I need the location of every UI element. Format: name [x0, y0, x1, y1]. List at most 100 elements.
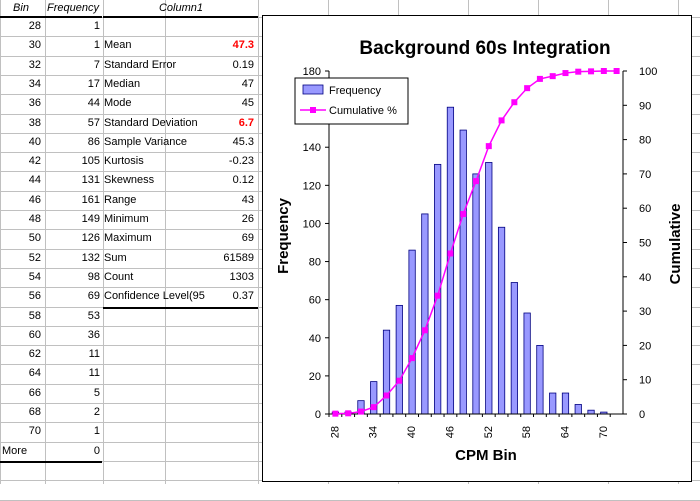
stat-label[interactable]: Kurtosis: [104, 155, 144, 168]
cumulative-marker: [370, 404, 377, 411]
y2-tick-label: 80: [639, 135, 651, 147]
stat-value[interactable]: 45: [241, 97, 254, 110]
frequency-cell[interactable]: 11: [88, 367, 100, 380]
bin-cell[interactable]: 54: [28, 270, 41, 283]
stat-value[interactable]: 45.3: [232, 135, 254, 148]
x-axis-label: CPM Bin: [455, 447, 517, 464]
stat-value[interactable]: 47: [241, 77, 254, 90]
frequency-cell[interactable]: 7: [93, 58, 100, 71]
frequency-cell[interactable]: 131: [81, 174, 100, 187]
frequency-cell[interactable]: 86: [87, 135, 100, 148]
bin-cell[interactable]: 60: [28, 328, 41, 341]
stat-label[interactable]: Maximum: [104, 232, 152, 245]
stat-value[interactable]: 69: [241, 232, 254, 245]
stat-label[interactable]: Count: [104, 270, 134, 283]
y-tick-label: 20: [309, 371, 321, 383]
cumulative-marker: [613, 68, 620, 74]
cumulative-marker: [498, 117, 505, 124]
frequency-cell[interactable]: 2: [93, 406, 100, 418]
bin-cell[interactable]: More: [2, 444, 28, 457]
bin-cell[interactable]: 42: [28, 155, 41, 168]
frequency-cell[interactable]: 1: [93, 425, 100, 438]
stat-value[interactable]: 47.3: [232, 39, 254, 52]
x-tick-label: 46: [444, 426, 456, 438]
stat-label[interactable]: Median: [104, 77, 141, 90]
header-column1[interactable]: Column1: [158, 2, 204, 14]
stat-value[interactable]: 0.37: [232, 290, 254, 303]
frequency-cell[interactable]: 69: [87, 290, 100, 303]
frequency-cell[interactable]: 53: [87, 309, 100, 322]
stat-value[interactable]: 0.12: [232, 174, 254, 187]
frequency-cell[interactable]: 5: [93, 386, 100, 399]
stat-label[interactable]: Sum: [104, 251, 127, 264]
bin-cell[interactable]: 32: [28, 58, 41, 71]
bin-cell[interactable]: 64: [28, 367, 41, 380]
column-gridline: [165, 0, 166, 484]
bin-cell[interactable]: 52: [28, 251, 41, 264]
bin-cell[interactable]: 38: [28, 116, 41, 129]
cumulative-marker: [447, 250, 454, 257]
bin-cell[interactable]: 40: [28, 135, 41, 148]
frequency-cell[interactable]: 132: [81, 251, 100, 264]
stat-value[interactable]: 43: [241, 193, 254, 206]
bin-cell[interactable]: 62: [28, 348, 41, 361]
frequency-cell[interactable]: 0: [93, 444, 100, 457]
bin-cell[interactable]: 44: [28, 174, 41, 187]
frequency-cell[interactable]: 105: [81, 155, 100, 168]
stat-value[interactable]: 26: [241, 213, 254, 225]
stat-label[interactable]: Range: [104, 193, 137, 206]
stat-value[interactable]: 61589: [223, 251, 254, 264]
bin-cell[interactable]: 56: [28, 290, 41, 303]
header-border-left: [0, 16, 102, 18]
bin-cell[interactable]: 50: [28, 232, 41, 245]
bin-cell[interactable]: 58: [28, 309, 41, 322]
frequency-cell[interactable]: 126: [81, 232, 100, 245]
x-tick-label: 52: [483, 426, 495, 438]
header-bin[interactable]: Bin: [13, 2, 29, 14]
stat-label[interactable]: Skewness: [104, 174, 155, 187]
stat-label[interactable]: Sample Variance: [104, 135, 187, 148]
frequency-cell[interactable]: 11: [88, 348, 100, 361]
stat-label[interactable]: Standard Deviation: [104, 116, 198, 129]
frequency-cell[interactable]: 36: [87, 328, 100, 341]
stat-value[interactable]: 1303: [229, 270, 254, 283]
y-tick-label: 40: [309, 333, 321, 345]
bin-cell[interactable]: 70: [28, 425, 41, 438]
cumulative-marker: [562, 70, 569, 77]
y2-tick-label: 60: [639, 203, 651, 215]
stat-value[interactable]: 0.19: [232, 58, 254, 71]
y2-tick-label: 100: [639, 66, 657, 78]
stat-label[interactable]: Mean: [104, 39, 132, 52]
stat-label[interactable]: Minimum: [104, 213, 149, 225]
frequency-cell[interactable]: 17: [87, 77, 100, 90]
frequency-cell[interactable]: 161: [81, 193, 100, 206]
bin-cell[interactable]: 36: [28, 97, 41, 110]
bin-cell[interactable]: 28: [28, 20, 41, 32]
histogram-chart[interactable]: Background 60s Integration Frequency Cum…: [262, 15, 692, 482]
stat-label[interactable]: Confidence Level(95: [104, 290, 205, 303]
bin-cell[interactable]: 66: [28, 386, 41, 399]
y-tick-label: 80: [309, 257, 321, 269]
frequency-cell[interactable]: 1: [93, 20, 100, 32]
y-tick-label: 120: [303, 180, 321, 192]
bin-cell[interactable]: 68: [28, 406, 41, 418]
bin-cell[interactable]: 48: [28, 213, 41, 225]
stat-label[interactable]: Standard Error: [104, 58, 177, 71]
frequency-cell[interactable]: 57: [87, 116, 100, 129]
stat-label[interactable]: Mode: [104, 97, 132, 110]
frequency-cell[interactable]: 98: [87, 270, 100, 283]
chart-title: Background 60s Integration: [359, 38, 610, 59]
cumulative-marker: [549, 73, 556, 80]
frequency-cell[interactable]: 1: [93, 39, 100, 52]
bin-cell[interactable]: 30: [28, 39, 41, 52]
bin-cell[interactable]: 46: [28, 193, 41, 206]
bin-cell[interactable]: 34: [28, 77, 41, 90]
frequency-bar: [382, 329, 391, 415]
stat-value[interactable]: 6.7: [238, 116, 254, 129]
frequency-cell[interactable]: 149: [81, 213, 100, 225]
cumulative-marker: [536, 75, 543, 82]
stat-value[interactable]: -0.23: [228, 155, 254, 168]
cumulative-marker: [460, 211, 467, 218]
frequency-cell[interactable]: 44: [87, 97, 100, 110]
header-frequency[interactable]: Frequency: [47, 2, 99, 14]
